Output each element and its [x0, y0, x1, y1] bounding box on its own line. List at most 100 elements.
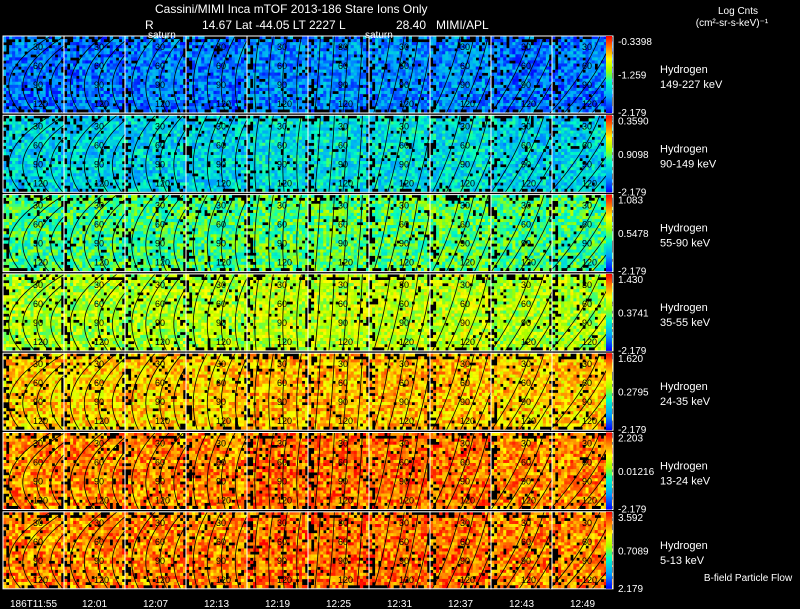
time-tick-label: 12:13: [204, 599, 229, 609]
contour-label: 90: [582, 397, 592, 407]
contour-label: 60: [399, 140, 409, 150]
contour-label: 120: [338, 496, 353, 506]
contour-label: 120: [582, 575, 597, 585]
species-label: Hydrogen: [660, 540, 708, 552]
contour-label: 30: [33, 359, 43, 369]
time-tick-label: 12:25: [326, 599, 351, 609]
contour-label: 90: [460, 239, 470, 249]
contour-label: 120: [460, 416, 475, 426]
heatmap-panel: 30 60 90 120: [368, 194, 433, 273]
heatmap-panel: 30 60 90 120: [490, 511, 573, 590]
contour-label: 60: [216, 378, 226, 388]
contour-label: 30: [521, 42, 531, 52]
colorbar-tick-label: -2.179: [618, 425, 647, 436]
contour-label: 120: [94, 416, 109, 426]
heatmap-panel: 30 60 90 120: [368, 432, 433, 510]
colorbar-tick-label: 0.7089: [618, 546, 649, 557]
heatmap-panel: 30 60 90 120: [185, 352, 250, 431]
contour-label: 120: [277, 178, 292, 188]
contour-label: 120: [33, 337, 48, 347]
contour-label: 90: [94, 556, 104, 566]
chart-title: Cassini/MIMI Inca mTOF 2013-186 Stare Io…: [155, 2, 428, 16]
heatmap-panel: 30 60 90 120: [124, 511, 198, 590]
contour-label: 60: [94, 61, 104, 71]
contour-label: 120: [582, 416, 597, 426]
contour-label: 30: [460, 201, 470, 211]
contour-label: 60: [33, 61, 43, 71]
contour-label: 60: [277, 299, 287, 309]
contour-label: 120: [155, 337, 170, 347]
contour-label: 60: [94, 140, 104, 150]
contour-label: 120: [33, 496, 48, 506]
contour-label: 30: [216, 439, 226, 449]
contour-label: 90: [582, 477, 592, 487]
contour-label: 30: [582, 518, 592, 528]
contour-label: 30: [155, 121, 165, 131]
colorbar-tick-label: 0.5478: [618, 229, 649, 240]
contour-label: 60: [521, 299, 531, 309]
contour-label: 30: [216, 42, 226, 52]
contour-label: 30: [277, 201, 287, 211]
contour-label: 120: [521, 258, 536, 268]
saturn-marker-label: saturn: [148, 30, 176, 41]
contour-label: 90: [94, 239, 104, 249]
contour-label: 30: [94, 42, 104, 52]
contour-label: 60: [399, 537, 409, 547]
heatmap-panel: 30 60 90 120: [63, 432, 146, 510]
heatmap-panel: 30 60 90 120: [246, 114, 309, 193]
contour-label: 30: [338, 359, 348, 369]
contour-label: 60: [33, 537, 43, 547]
species-label: Hydrogen: [660, 302, 708, 314]
contour-label: 30: [94, 201, 104, 211]
contour-label: 30: [33, 439, 43, 449]
contour-label: 90: [216, 159, 226, 169]
contour-label: 60: [155, 537, 165, 547]
heatmap-panel: 30 60 90 120: [246, 511, 309, 590]
contour-label: 60: [155, 61, 165, 71]
contour-label: 120: [216, 258, 231, 268]
contour-label: 30: [155, 201, 165, 211]
contour-label: 120: [399, 99, 414, 109]
contour-label: 30: [155, 280, 165, 290]
heatmap-panel: 30 60 90 120: [368, 35, 433, 114]
colorbar-tick-label: -1.259: [618, 71, 647, 82]
contour-label: 120: [94, 337, 109, 347]
contour-label: 30: [338, 121, 348, 131]
time-tick-label: 12:01: [82, 599, 107, 609]
heatmap-panel: 30 60 90 120: [2, 511, 94, 590]
heatmap-panel: 30 60 90 120: [490, 352, 573, 431]
contour-label: 30: [521, 518, 531, 528]
contour-label: 30: [521, 201, 531, 211]
heatmap-panel: 30 60 90 120: [246, 432, 309, 510]
contour-label: 90: [216, 556, 226, 566]
heatmap-panel: 30 60 90 120: [124, 35, 198, 114]
contour-label: 120: [94, 496, 109, 506]
colorbar: [606, 115, 612, 193]
contour-label: 90: [216, 80, 226, 90]
contour-label: 90: [155, 318, 165, 328]
colorbar-tick-label: 2.179: [618, 584, 643, 595]
time-tick-label: 12:07: [143, 599, 168, 609]
contour-label: 30: [460, 121, 470, 131]
contour-label: 120: [155, 258, 170, 268]
contour-label: 30: [277, 121, 287, 131]
contour-label: 30: [277, 518, 287, 528]
contour-label: 120: [277, 99, 292, 109]
contour-label: 90: [582, 556, 592, 566]
institution-label: MIMI/APL: [436, 18, 489, 32]
contour-label: 120: [94, 178, 109, 188]
contour-label: 90: [33, 159, 43, 169]
contour-label: 90: [94, 159, 104, 169]
contour-label: 120: [399, 337, 414, 347]
contour-label: 90: [94, 318, 104, 328]
contour-label: 30: [582, 439, 592, 449]
contour-label: 90: [338, 397, 348, 407]
contour-label: 30: [338, 42, 348, 52]
contour-label: 60: [460, 378, 470, 388]
contour-label: 90: [521, 397, 531, 407]
contour-label: 60: [277, 61, 287, 71]
contour-label: 60: [521, 537, 531, 547]
contour-label: 30: [399, 42, 409, 52]
contour-label: 120: [338, 337, 353, 347]
contour-label: 60: [216, 140, 226, 150]
